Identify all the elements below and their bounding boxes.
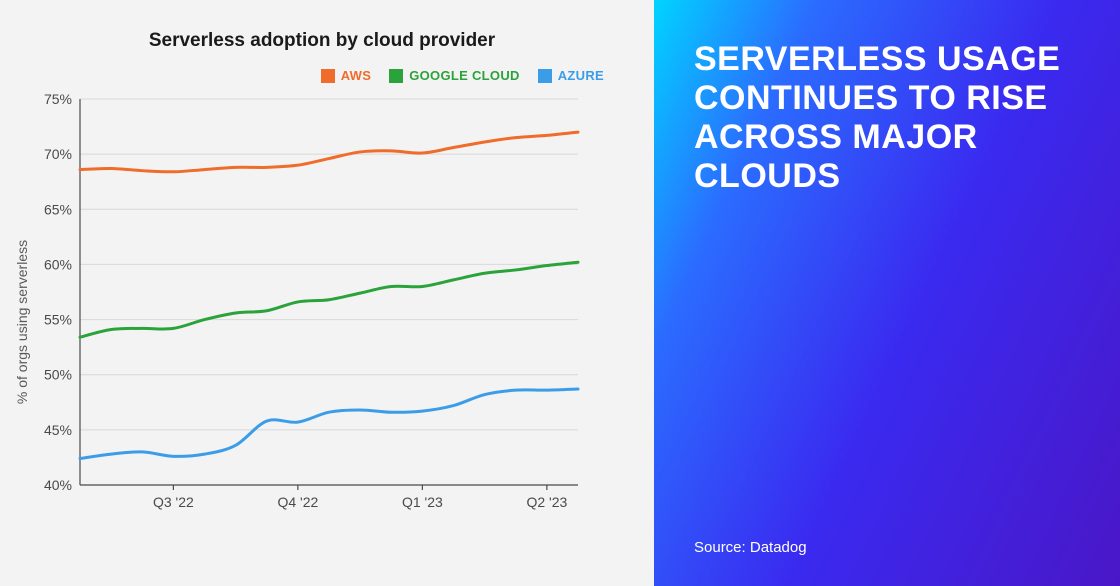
chart-title: Serverless adoption by cloud provider bbox=[20, 30, 624, 52]
legend-swatch-google bbox=[389, 69, 403, 83]
source-text: Source: Datadog bbox=[694, 539, 807, 556]
legend-swatch-azure bbox=[538, 69, 552, 83]
chart-panel: Serverless adoption by cloud provider AW… bbox=[0, 0, 654, 586]
svg-text:60%: 60% bbox=[44, 256, 72, 272]
series-line-google bbox=[80, 262, 578, 337]
svg-text:Q4 '22: Q4 '22 bbox=[277, 494, 318, 510]
legend-label-aws: AWS bbox=[341, 68, 372, 83]
legend-swatch-aws bbox=[321, 69, 335, 83]
legend-label-azure: AZURE bbox=[558, 68, 604, 83]
svg-text:55%: 55% bbox=[44, 312, 72, 328]
svg-text:Q1 '23: Q1 '23 bbox=[402, 494, 443, 510]
svg-text:70%: 70% bbox=[44, 146, 72, 162]
legend-label-google: GOOGLE CLOUD bbox=[409, 68, 520, 83]
svg-text:45%: 45% bbox=[44, 422, 72, 438]
chart-legend: AWS GOOGLE CLOUD AZURE bbox=[20, 68, 624, 83]
series-line-aws bbox=[80, 132, 578, 172]
svg-text:50%: 50% bbox=[44, 367, 72, 383]
legend-item-aws: AWS bbox=[321, 68, 372, 83]
headline-text: SERVERLESS USAGE CONTINUES TO RISE ACROS… bbox=[694, 40, 1080, 196]
series-line-azure bbox=[80, 389, 578, 458]
headline-panel: SERVERLESS USAGE CONTINUES TO RISE ACROS… bbox=[654, 0, 1120, 586]
legend-item-azure: AZURE bbox=[538, 68, 604, 83]
svg-text:40%: 40% bbox=[44, 477, 72, 493]
svg-text:65%: 65% bbox=[44, 201, 72, 217]
svg-text:75%: 75% bbox=[44, 91, 72, 107]
y-axis-label: % of orgs using serverless bbox=[14, 240, 30, 404]
svg-text:Q3 '22: Q3 '22 bbox=[153, 494, 194, 510]
chart-svg: 40% 45% 50% 55% 60% 65% 70% 75% Q3 '22 Q4 '22 Q1 '… bbox=[30, 89, 590, 519]
legend-item-google: GOOGLE CLOUD bbox=[389, 68, 520, 83]
chart-plot-wrap: % of orgs using serverless 40%45%50%55%6… bbox=[30, 89, 630, 539]
svg-text:Q2 '23: Q2 '23 bbox=[526, 494, 567, 510]
